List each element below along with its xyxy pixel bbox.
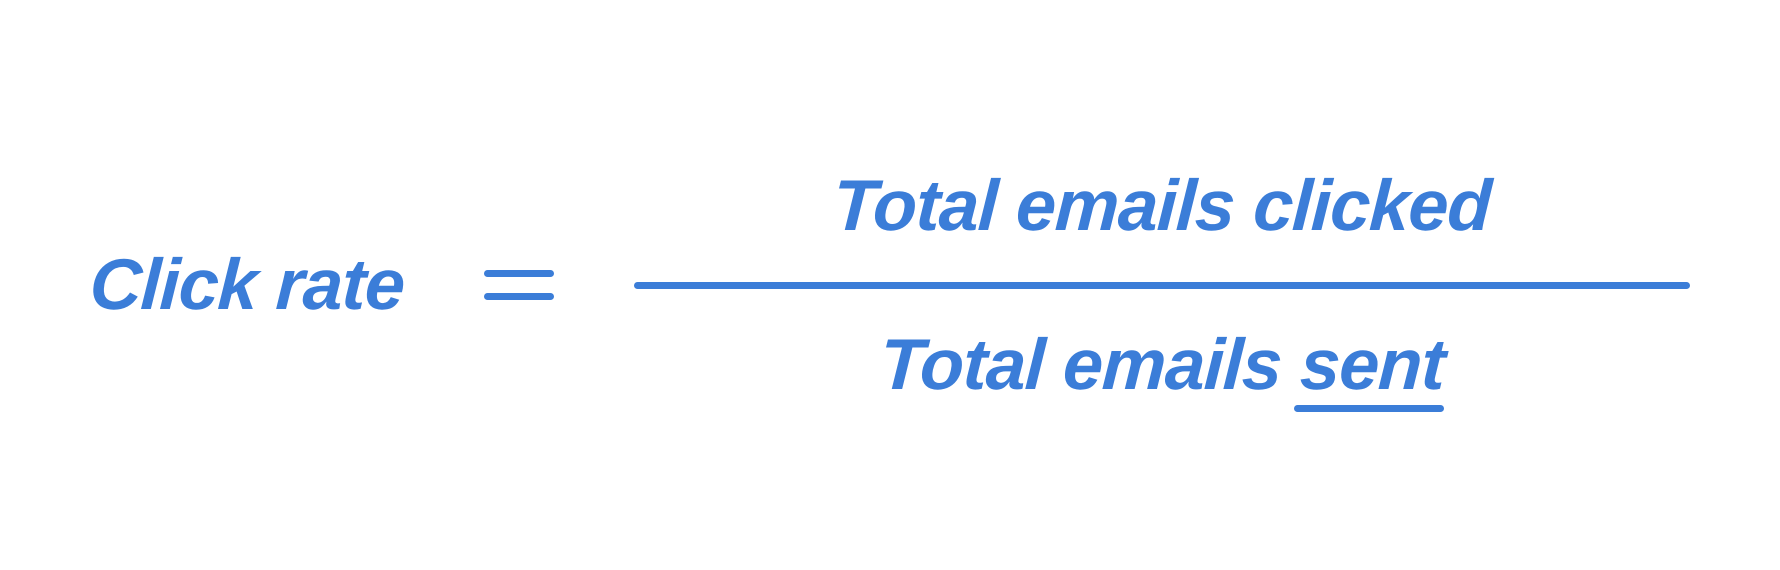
fraction-numerator: Total emails clicked (831, 165, 1493, 247)
equals-sign (484, 270, 554, 300)
underline-mark (1294, 405, 1444, 412)
fraction-line (634, 282, 1690, 289)
fraction-denominator: Total emails sent (878, 324, 1447, 406)
fraction-denominator-wrap: Total emails sent (880, 324, 1445, 406)
fraction: Total emails clicked Total emails sent (634, 165, 1690, 406)
formula-container: Click rate Total emails clicked Total em… (0, 165, 1780, 406)
equals-top-line (484, 270, 554, 277)
formula-left-label: Click rate (88, 244, 406, 326)
equals-bottom-line (484, 293, 554, 300)
